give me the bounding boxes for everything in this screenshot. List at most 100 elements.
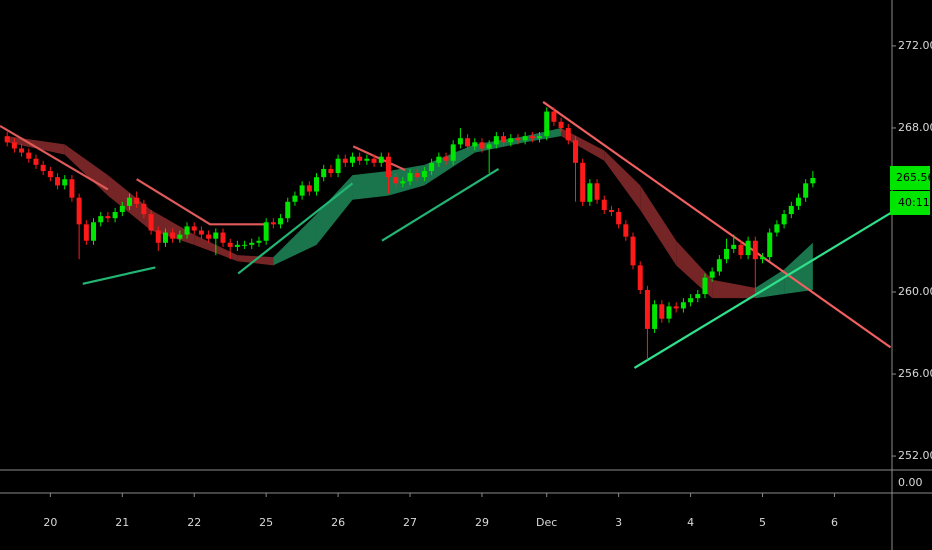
candle-body: [105, 216, 111, 219]
candle-body: [594, 183, 600, 200]
candle-body: [364, 158, 370, 161]
trendline: [0, 124, 109, 191]
candle-body: [371, 158, 377, 163]
trendline: [633, 212, 892, 369]
candle-body: [450, 144, 456, 161]
candle-body: [328, 168, 334, 174]
candle-body: [767, 232, 773, 258]
candle-body: [55, 177, 61, 186]
ribbon-segment: [712, 279, 756, 299]
y-tick-label: 272.00: [898, 39, 932, 52]
x-tick-label: 26: [331, 516, 345, 529]
candle-body: [788, 205, 794, 215]
candle-body: [349, 156, 355, 163]
candle-body: [565, 127, 571, 141]
candle-body: [69, 179, 75, 198]
y-tick-label: 268.00: [898, 121, 932, 134]
y-tick-label: 256.00: [898, 367, 932, 380]
ribbon-segment: [388, 164, 425, 196]
candle-body: [299, 185, 305, 196]
candle-body: [709, 271, 715, 278]
candle-body: [213, 232, 219, 239]
candle-body: [141, 203, 147, 215]
candle-body: [385, 156, 391, 178]
candle-body: [321, 168, 327, 178]
candle-body: [795, 197, 801, 206]
candle-body: [515, 138, 521, 141]
candle-body: [522, 136, 528, 141]
candle-body: [126, 197, 132, 206]
countdown-label: 40:11: [898, 196, 930, 209]
ribbon-segment: [424, 144, 475, 186]
candle-body: [83, 224, 89, 241]
candle-body: [91, 222, 97, 241]
ribbon-segment: [525, 127, 562, 143]
candle-body: [666, 306, 672, 319]
candle-body: [62, 179, 68, 186]
candle-body: [529, 136, 535, 139]
candles: [4, 107, 816, 360]
candle-body: [508, 138, 514, 143]
trendline: [381, 168, 500, 242]
candle-body: [501, 136, 507, 143]
last-price-label: 265.56: [896, 171, 932, 184]
candle-body: [4, 136, 10, 143]
candle-body: [688, 298, 694, 303]
candle-body: [774, 224, 780, 233]
candle-body: [486, 144, 492, 149]
ribbon-segment: [151, 209, 195, 245]
y-tick-label: 260.00: [898, 285, 932, 298]
trendline: [136, 178, 266, 226]
candle-body: [572, 140, 578, 163]
candle-body: [680, 302, 686, 309]
ribbon-segment: [316, 175, 353, 245]
candle-body: [457, 138, 463, 145]
candle-body: [601, 199, 607, 210]
candle-body: [242, 244, 248, 246]
candle-body: [623, 224, 629, 237]
candle-body: [378, 156, 384, 163]
trendline: [82, 266, 156, 285]
candle-body: [421, 171, 427, 178]
candle-body: [558, 121, 564, 128]
y-tick-label: 252.00: [898, 449, 932, 462]
candle-body: [393, 177, 399, 184]
candle-body: [702, 277, 708, 295]
candle-body: [292, 195, 298, 202]
candle-body: [429, 162, 435, 172]
candle-body: [335, 158, 341, 174]
candle-body: [803, 183, 809, 198]
candle-body: [191, 226, 197, 231]
candle-body: [738, 244, 744, 256]
x-tick-label: 27: [403, 516, 417, 529]
candle-body: [644, 289, 650, 329]
candle-body: [443, 156, 449, 161]
candle-body: [134, 197, 140, 204]
candle-body: [263, 222, 269, 241]
candle-body: [407, 173, 413, 182]
ribbon-segment: [604, 150, 641, 210]
candle-body: [400, 181, 406, 184]
ribbon-segment: [7, 136, 65, 155]
candle-body: [608, 209, 614, 213]
candle-body: [184, 226, 190, 235]
x-tick-label: 21: [115, 516, 129, 529]
ribbon-segment: [273, 214, 317, 266]
candle-body: [357, 156, 363, 161]
x-tick-label: 6: [831, 516, 838, 529]
candle-body: [40, 164, 46, 172]
candle-body: [33, 158, 39, 165]
candle-body: [551, 111, 557, 122]
candle-body: [26, 152, 32, 159]
candle-body: [234, 244, 240, 247]
candle-body: [170, 232, 176, 239]
candle-body: [98, 216, 104, 223]
x-tick-label: Dec: [536, 516, 557, 529]
x-tick-label: 4: [687, 516, 694, 529]
trendline: [542, 101, 892, 349]
candle-body: [752, 240, 758, 260]
x-tick-label: 5: [759, 516, 766, 529]
candle-body: [19, 148, 25, 153]
candle-body: [227, 242, 233, 247]
candle-body: [637, 265, 643, 290]
